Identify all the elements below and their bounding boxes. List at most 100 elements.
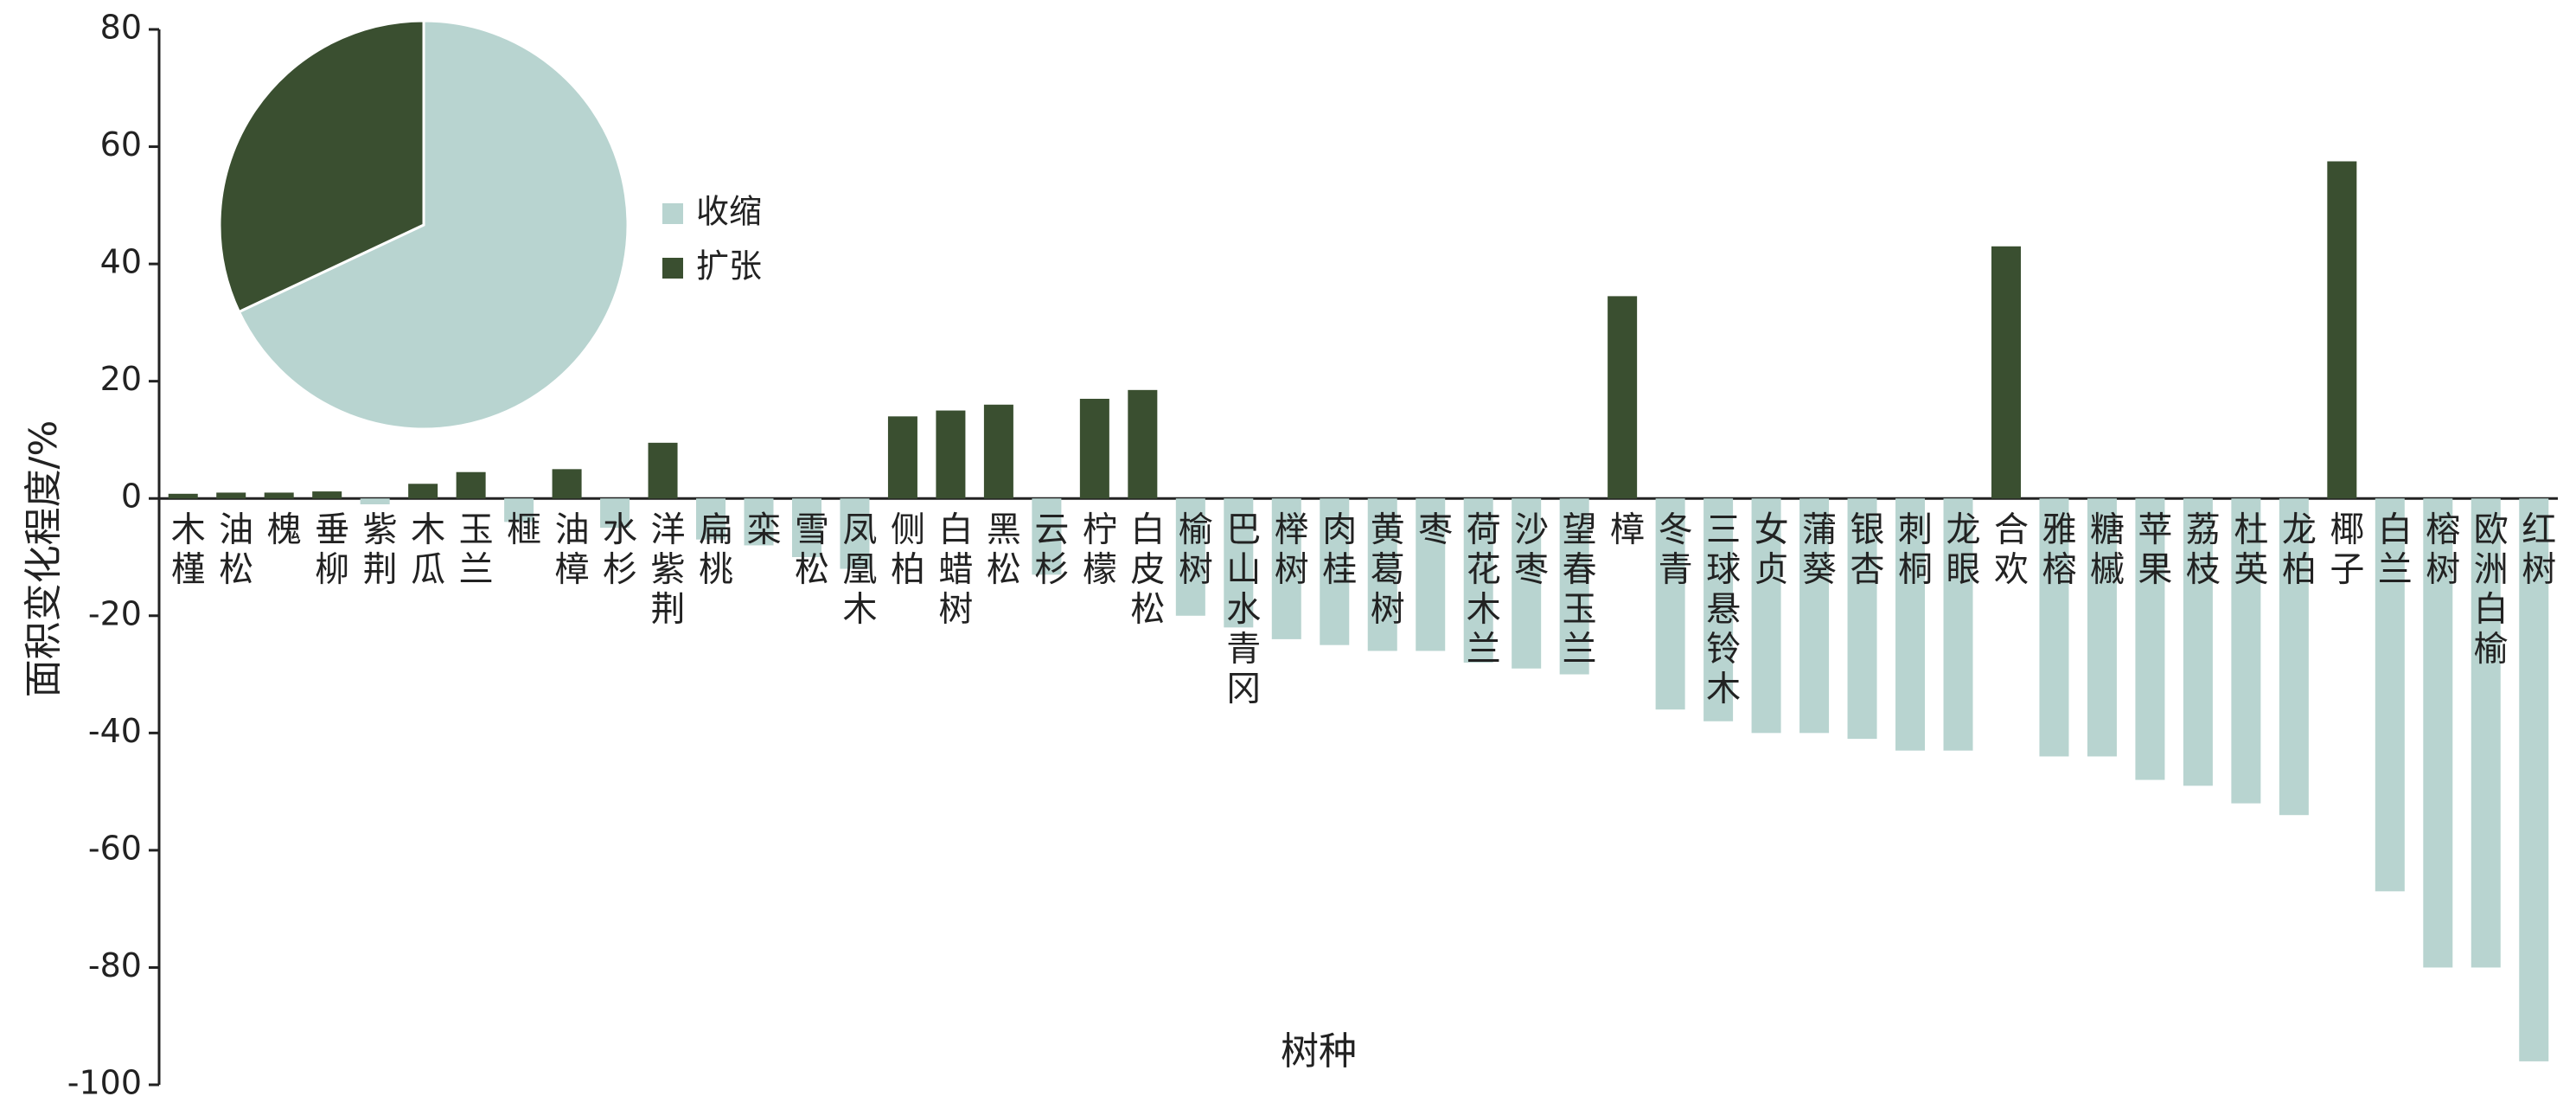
y-tick-label: 60 <box>100 125 142 163</box>
y-tick-label: -40 <box>88 712 142 750</box>
legend-swatch <box>662 258 683 279</box>
bar <box>1559 498 1589 675</box>
x-tick-label: 龙柏 <box>2276 510 2316 590</box>
bar <box>360 498 390 504</box>
x-tick-label: 龙眼 <box>1940 510 1980 590</box>
bar <box>2231 498 2261 804</box>
bar <box>1367 498 1397 651</box>
legend-swatch <box>662 203 683 224</box>
x-tick-label: 榆树 <box>1173 510 1212 590</box>
bar <box>1991 246 2021 499</box>
x-tick-label: 扁桃 <box>693 510 732 590</box>
pie-slice <box>218 19 425 314</box>
bar <box>1224 498 1254 628</box>
x-tick-label: 荷花木兰 <box>1461 510 1500 670</box>
y-tick-label: -60 <box>88 829 142 867</box>
bar <box>2423 498 2453 968</box>
x-tick-label: 白兰 <box>2372 510 2412 590</box>
x-tick-label: 洋紫荆 <box>645 510 685 630</box>
x-tick-label: 樟 <box>1604 510 1645 550</box>
bar <box>648 442 678 499</box>
x-tick-label: 白皮松 <box>1124 510 1164 630</box>
x-tick-label: 垂柳 <box>309 510 348 590</box>
bar <box>168 493 198 499</box>
x-tick-label: 榕树 <box>2419 510 2459 590</box>
x-tick-label: 银杏 <box>1844 510 1884 590</box>
bar <box>456 471 486 499</box>
bar <box>983 404 1013 499</box>
x-tick-label: 栾 <box>741 510 781 550</box>
x-tick-label: 巴山水青冈 <box>1220 510 1260 709</box>
bar <box>2327 161 2357 499</box>
x-tick-label: 柠檬 <box>1077 510 1116 590</box>
bar <box>936 410 966 499</box>
bar <box>2519 498 2549 1061</box>
y-tick-label: -20 <box>88 594 142 632</box>
bar <box>887 416 917 499</box>
legend-label: 扩张 <box>696 247 762 285</box>
y-tick-label: -100 <box>67 1064 142 1102</box>
x-tick-label: 油松 <box>213 510 252 590</box>
y-tick-label: 20 <box>100 360 142 398</box>
x-tick-label: 荔枝 <box>2180 510 2221 590</box>
y-tick-label: 40 <box>100 243 142 281</box>
y-axis-label: 面积变化程度/% <box>22 420 66 698</box>
bar <box>1463 498 1493 663</box>
bar <box>1799 498 1830 734</box>
x-tick-label: 苹果 <box>2132 510 2171 590</box>
bar <box>2135 498 2165 780</box>
bar <box>1751 498 1781 734</box>
x-tick-label: 刺桐 <box>1892 510 1932 590</box>
x-tick-label: 玉兰 <box>453 510 493 590</box>
bar <box>744 498 774 546</box>
y-tick-label: 80 <box>100 9 142 47</box>
bar <box>1655 498 1685 710</box>
x-tick-label: 枣 <box>1412 510 1452 550</box>
bar <box>552 469 582 499</box>
bar <box>2087 498 2117 757</box>
bar <box>2039 498 2069 757</box>
x-tick-label: 沙枣 <box>1508 510 1548 590</box>
x-tick-label: 紫荆 <box>357 510 397 590</box>
x-tick-label: 榧 <box>501 510 540 550</box>
x-tick-label: 雅榕 <box>2036 510 2075 590</box>
x-tick-label: 侧柏 <box>885 510 924 590</box>
x-tick-label: 女贞 <box>1748 510 1788 590</box>
bar <box>1895 498 1926 751</box>
bar <box>1320 498 1350 645</box>
bar <box>1271 498 1301 639</box>
x-tick-label: 冬青 <box>1652 510 1692 590</box>
x-tick-label: 合欢 <box>1988 510 2029 590</box>
bar <box>840 498 870 569</box>
x-tick-label: 榉树 <box>1269 510 1308 590</box>
x-tick-label: 糖槭 <box>2084 510 2124 590</box>
bar <box>504 498 534 522</box>
x-tick-label: 木瓜 <box>405 510 444 590</box>
bar <box>1943 498 1973 751</box>
bar <box>2471 498 2501 968</box>
bar <box>1416 498 1446 651</box>
x-tick-label: 黑松 <box>981 510 1020 590</box>
bar <box>1847 498 1877 740</box>
pie-slice <box>237 19 630 431</box>
x-tick-label: 杜英 <box>2228 510 2267 590</box>
x-tick-label: 欧洲白榆 <box>2468 510 2508 670</box>
bar <box>1128 389 1158 499</box>
bar <box>1512 498 1542 669</box>
legend-label: 收缩 <box>696 193 762 231</box>
x-tick-label: 三球悬铃木 <box>1700 510 1740 709</box>
y-tick-label: 0 <box>121 478 142 516</box>
bar <box>1703 498 1734 721</box>
bar <box>791 498 821 557</box>
x-axis-label: 树种 <box>1281 1029 1357 1074</box>
bar <box>1079 399 1109 499</box>
bar <box>2375 498 2405 892</box>
bar <box>2183 498 2213 786</box>
bar <box>2279 498 2309 816</box>
x-tick-label: 木槿 <box>165 510 205 590</box>
y-tick-label: -80 <box>88 946 142 984</box>
x-tick-label: 黄葛树 <box>1365 510 1404 630</box>
x-tick-label: 肉桂 <box>1316 510 1357 590</box>
